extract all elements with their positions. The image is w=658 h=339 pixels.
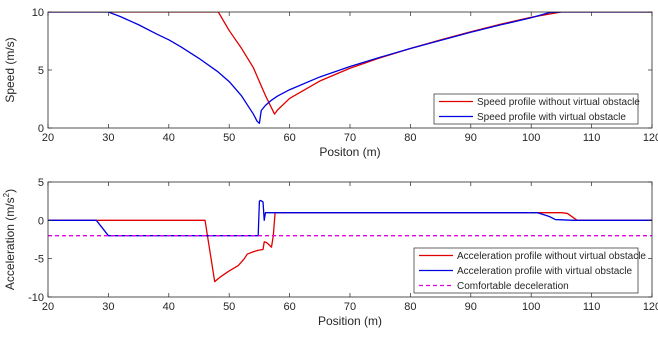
speed-ytick-label: 0 <box>38 123 44 135</box>
accel-chart: 20 30 40 50 60 70 80 90 100 110 120 -10 -5 0 5 Position… <box>2 177 658 328</box>
accel-series-group <box>48 199 652 283</box>
speed-xtick-label: 80 <box>404 132 416 144</box>
accel-ytick-label: 0 <box>38 215 44 227</box>
speed-xtick-label: 70 <box>344 132 356 144</box>
accel-xtick-label: 50 <box>223 301 235 313</box>
speed-xtick-label: 110 <box>583 132 601 144</box>
accel-ylabel-end: ) <box>3 189 17 193</box>
accel-legend-label-0: Acceleration profile without virtual obs… <box>457 251 646 262</box>
accel-xtick-label: 80 <box>404 301 416 313</box>
accel-xtick-label: 40 <box>163 301 175 313</box>
accel-xtick-label: 110 <box>583 301 601 313</box>
accel-ytick-label: -5 <box>34 254 44 266</box>
speed-chart: 20 30 40 50 60 70 80 90 100 110 120 0 5 10 Positon (m)… <box>3 7 658 159</box>
speed-xlabel: Positon (m) <box>319 145 380 159</box>
speed-series-1-line <box>48 12 652 125</box>
speed-ytick-label: 10 <box>32 7 44 19</box>
speed-xtick-label: 120 <box>643 132 658 144</box>
accel-ylabel-main: Acceleration (m/s <box>3 197 17 290</box>
speed-ylabel: Speed (m/s) <box>3 37 17 102</box>
accel-xtick-label: 60 <box>283 301 295 313</box>
accel-legend-label-1: Acceleration profile with virtual obstac… <box>457 266 633 277</box>
speed-xtick-label: 30 <box>102 132 114 144</box>
accel-ytick-label: -10 <box>28 292 44 304</box>
speed-series-group <box>48 12 652 125</box>
accel-xtick-label: 100 <box>522 301 540 313</box>
speed-xtick-label: 60 <box>283 132 295 144</box>
accel-legend-label-2: Comfortable deceleration <box>457 281 569 292</box>
speed-legend-label-0: Speed profile without virtual obstacle <box>477 97 640 108</box>
speed-xtick-label: 40 <box>163 132 175 144</box>
speed-xtick-label: 90 <box>465 132 477 144</box>
speed-legend-box <box>433 93 639 125</box>
accel-xtick-label: 20 <box>42 301 54 313</box>
accel-ylabel: Acceleration (m/s2) <box>2 189 17 290</box>
accel-ylabel-sup: 2 <box>2 192 11 197</box>
speed-xtick-label: 100 <box>522 132 540 144</box>
accel-xtick-label: 120 <box>643 301 658 313</box>
speed-xtick-label: 50 <box>223 132 235 144</box>
speed-legend-label-1: Speed profile with virtual obstacle <box>477 112 626 123</box>
accel-xtick-label: 30 <box>102 301 114 313</box>
accel-series-1-line <box>48 199 652 237</box>
accel-legend: Acceleration profile without virtual obs… <box>413 247 646 294</box>
accel-ytick-label: 5 <box>38 177 44 189</box>
accel-xtick-label: 90 <box>465 301 477 313</box>
accel-xlabel: Position (m) <box>318 314 382 328</box>
speed-ytick-label: 5 <box>38 65 44 77</box>
speed-xtick-label: 20 <box>42 132 54 144</box>
accel-xtick-label: 70 <box>344 301 356 313</box>
speed-legend: Speed profile without virtual obstacle Sp… <box>433 93 640 125</box>
